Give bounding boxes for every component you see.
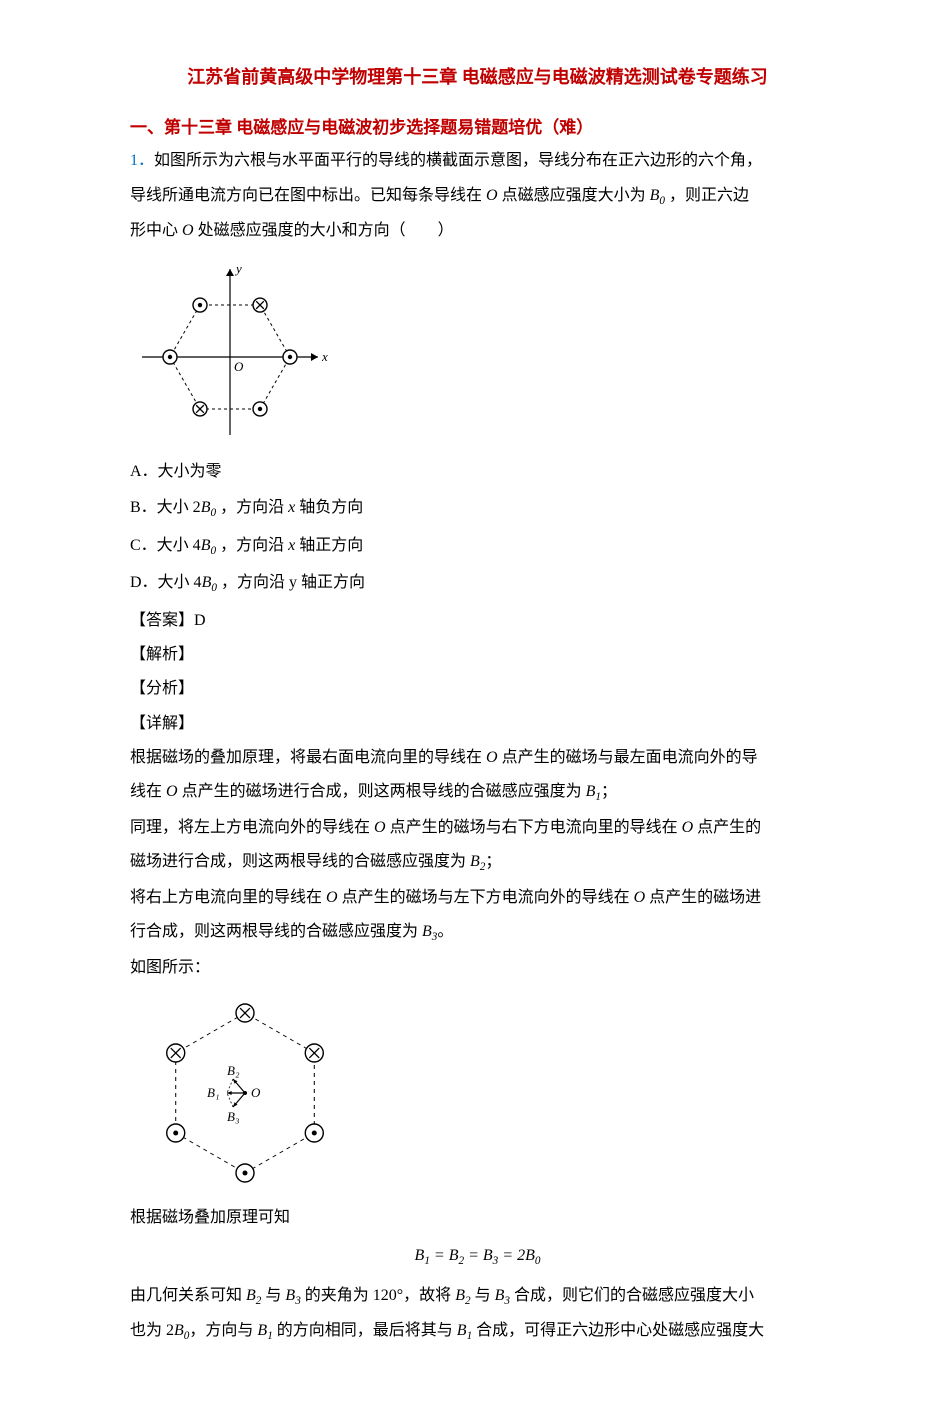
- explain-para: 由几何关系可知 B2 与 B3 的夹角为 120°，故将 B2 与 B3 合成，…: [130, 1281, 825, 1312]
- text: 线在: [130, 783, 166, 800]
- formula: B1 = B2 = B3 = 2B0: [130, 1241, 825, 1272]
- symbol-B3: B3: [422, 923, 437, 940]
- text: B．大小 2: [130, 499, 201, 516]
- text: D．大小 4: [130, 574, 202, 591]
- text: 点产生的磁场与右下方电流向里的导线在: [386, 819, 682, 836]
- text: ；: [485, 853, 501, 870]
- symbol-O: O: [634, 889, 646, 906]
- explain-para: 线在 O 点产生的磁场进行合成，则这两根导线的合磁感应强度为 B1；: [130, 777, 825, 808]
- answer-label: 【答案】: [130, 612, 194, 629]
- text: 磁场进行合成，则这两根导线的合磁感应强度为: [130, 853, 470, 870]
- symbol-B0: B0: [650, 187, 665, 204]
- text: C．大小 4: [130, 537, 201, 554]
- text: 的夹角为 120°，故将: [301, 1287, 455, 1304]
- symbol-B2: B2: [470, 853, 485, 870]
- text: 与: [261, 1287, 285, 1304]
- figure-2: O B₂ B₁ B₃: [130, 993, 825, 1193]
- figure-1: x y O: [130, 257, 825, 447]
- text: 点产生的磁场进: [645, 889, 761, 906]
- text: ，方向沿: [216, 537, 288, 554]
- document-title: 江苏省前黄高级中学物理第十三章 电磁感应与电磁波精选测试卷专题练习: [130, 60, 825, 94]
- text: 点磁感应强度大小为: [498, 187, 650, 204]
- text: 点产生的磁场进行合成，则这两根导线的合磁感应强度为: [178, 783, 586, 800]
- symbol-O: O: [486, 749, 498, 766]
- text: 同理，将左上方电流向外的导线在: [130, 819, 374, 836]
- symbol-O: O: [486, 187, 498, 204]
- option-d: D．大小 4B0 ，方向沿 y 轴正方向: [130, 568, 825, 599]
- symbol-B0: B0: [201, 499, 216, 516]
- text: ，方向沿: [216, 499, 288, 516]
- symbol-B1: B1: [586, 783, 601, 800]
- question-stem: 1．如图所示为六根与水平面平行的导线的横截面示意图，导线分布在正六边形的六个角，: [130, 146, 825, 176]
- text: 合成，则它们的合磁感应强度大小: [510, 1287, 754, 1304]
- symbol-B2: B2: [246, 1287, 261, 1304]
- text: 处磁感应强度的大小和方向（ ）: [194, 222, 454, 239]
- option-a: A．大小为零: [130, 457, 825, 487]
- svg-text:B₂: B₂: [227, 1063, 240, 1078]
- svg-text:y: y: [234, 261, 242, 276]
- svg-text:x: x: [321, 349, 328, 364]
- text: 根据磁场的叠加原理，将最右面电流向里的导线在: [130, 749, 486, 766]
- symbol-B3: B3: [285, 1287, 300, 1304]
- hexagon-axes-diagram: x y O: [130, 257, 330, 447]
- answer-value: D: [194, 612, 206, 629]
- text: 点产生的: [693, 819, 761, 836]
- svg-text:O: O: [251, 1085, 261, 1100]
- text: 行合成，则这两根导线的合磁感应强度为: [130, 923, 422, 940]
- symbol-O: O: [166, 783, 178, 800]
- explain-para: 根据磁场的叠加原理，将最右面电流向里的导线在 O 点产生的磁场与最左面电流向外的…: [130, 743, 825, 773]
- text: 将右上方电流向里的导线在: [130, 889, 326, 906]
- symbol-O: O: [374, 819, 386, 836]
- svg-text:B₁: B₁: [207, 1085, 219, 1100]
- text: 导线所通电流方向已在图中标出。已知每条导线在: [130, 187, 486, 204]
- text: 形中心: [130, 222, 182, 239]
- explain-para: 将右上方电流向里的导线在 O 点产生的磁场与左下方电流向外的导线在 O 点产生的…: [130, 883, 825, 913]
- break-label: 【分析】: [130, 674, 825, 704]
- hexagon-vector-diagram: O B₂ B₁ B₃: [130, 993, 360, 1193]
- answer-line: 【答案】D: [130, 606, 825, 636]
- symbol-B3: B3: [495, 1287, 510, 1304]
- question-number: 1．: [130, 152, 154, 169]
- question-stem-line2: 导线所通电流方向已在图中标出。已知每条导线在 O 点磁感应强度大小为 B0 ，则…: [130, 181, 825, 212]
- text: ，方向沿 y 轴正方向: [217, 574, 365, 591]
- detail-label: 【详解】: [130, 709, 825, 739]
- symbol-O: O: [682, 819, 694, 836]
- svg-text:B₃: B₃: [227, 1109, 239, 1124]
- text: 。: [437, 923, 453, 940]
- stem-line-1: 如图所示为六根与水平面平行的导线的横截面示意图，导线分布在正六边形的六个角，: [154, 152, 762, 169]
- text: ，则正六边: [665, 187, 749, 204]
- explain-para: 也为 2B0，方向与 B1 的方向相同，最后将其与 B1 合成，可得正六边形中心…: [130, 1316, 825, 1347]
- symbol-B0: B0: [201, 537, 216, 554]
- option-b: B．大小 2B0 ，方向沿 x 轴负方向: [130, 493, 825, 524]
- analysis-label: 【解析】: [130, 640, 825, 670]
- text: 点产生的磁场与最左面电流向外的导: [498, 749, 758, 766]
- explain-para: 如图所示：: [130, 953, 825, 983]
- symbol-O: O: [326, 889, 338, 906]
- text: 轴负方向: [295, 499, 363, 516]
- explain-para: 行合成，则这两根导线的合磁感应强度为 B3。: [130, 917, 825, 948]
- explain-para: 磁场进行合成，则这两根导线的合磁感应强度为 B2；: [130, 847, 825, 878]
- text: 轴正方向: [295, 537, 363, 554]
- section-header: 一、第十三章 电磁感应与电磁波初步选择题易错题培优（难）: [130, 112, 825, 144]
- question-stem-line3: 形中心 O 处磁感应强度的大小和方向（ ）: [130, 216, 825, 246]
- svg-text:O: O: [234, 359, 244, 374]
- symbol-B0: B0: [202, 574, 217, 591]
- text: ；: [601, 783, 617, 800]
- symbol-O: O: [182, 222, 194, 239]
- text: 与: [471, 1287, 495, 1304]
- explain-para: 根据磁场叠加原理可知: [130, 1203, 825, 1233]
- explain-para: 同理，将左上方电流向外的导线在 O 点产生的磁场与右下方电流向里的导线在 O 点…: [130, 813, 825, 843]
- text: 由几何关系可知: [130, 1287, 246, 1304]
- text: 点产生的磁场与左下方电流向外的导线在: [338, 889, 634, 906]
- option-c: C．大小 4B0 ，方向沿 x 轴正方向: [130, 531, 825, 562]
- symbol-B2: B2: [455, 1287, 470, 1304]
